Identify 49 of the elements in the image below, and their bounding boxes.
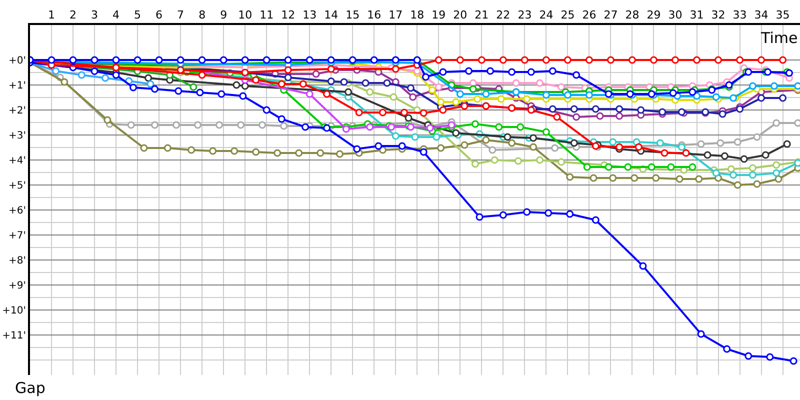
- x-tick-label: 9: [220, 8, 228, 22]
- x-tick-label: 3: [91, 8, 98, 22]
- x-tick-label: 24: [539, 8, 554, 22]
- x-tick-label: 13: [302, 8, 317, 22]
- x-tick-label: 35: [776, 8, 790, 22]
- y-tick-label: +2': [8, 106, 26, 116]
- y-axis-title: Gap: [15, 379, 46, 397]
- x-tick-label: 8: [198, 8, 206, 22]
- y-tick-label: +11': [2, 330, 26, 342]
- x-tick-label: 12: [281, 8, 296, 22]
- x-tick-label: 27: [604, 8, 618, 22]
- x-tick-label: 33: [732, 8, 747, 22]
- x-axis-title: Time: [760, 29, 798, 47]
- y-tick-label: +3': [8, 130, 26, 142]
- x-tick-label: 17: [388, 8, 403, 22]
- x-tick-label: 20: [453, 8, 468, 22]
- x-tick-label: 2: [70, 8, 77, 22]
- x-tick-label: 23: [518, 8, 532, 22]
- x-tick-label: 4: [112, 8, 120, 22]
- x-tick-label: 6: [156, 8, 163, 22]
- x-tick-label: 31: [690, 8, 704, 22]
- x-tick-label: 14: [324, 8, 338, 22]
- y-tick-label: +9': [8, 280, 26, 292]
- y-tick-label: +0': [8, 56, 26, 66]
- x-tick-label: 7: [177, 8, 184, 22]
- x-tick-label: 26: [582, 8, 596, 22]
- y-tick-label: +8': [8, 256, 26, 266]
- y-tick-label: +4': [8, 156, 26, 166]
- x-tick-label: 21: [474, 8, 489, 22]
- y-tick-label: +10': [2, 306, 26, 316]
- x-tick-label: 30: [668, 8, 682, 22]
- y-tick-label: +6': [8, 206, 26, 216]
- y-tick-label: +7': [8, 230, 26, 242]
- x-tick-label: 34: [754, 8, 768, 22]
- x-tick-label: 1: [48, 8, 56, 22]
- x-tick-label: 5: [134, 8, 142, 22]
- x-tick-label: 32: [711, 8, 726, 22]
- x-tick-label: 18: [410, 8, 424, 22]
- x-tick-label: 16: [367, 8, 382, 22]
- x-tick-label: 29: [646, 8, 661, 22]
- x-tick-label: 25: [560, 8, 575, 22]
- x-tick-label: 28: [625, 8, 640, 22]
- y-tick-label: +1': [8, 80, 26, 92]
- y-tick-label: +5': [8, 180, 26, 192]
- x-tick-label: 15: [346, 8, 360, 22]
- x-tick-label: 19: [432, 8, 446, 22]
- x-tick-label: 22: [496, 8, 510, 22]
- x-tick-label: 10: [238, 8, 252, 22]
- x-tick-label: 11: [260, 8, 274, 22]
